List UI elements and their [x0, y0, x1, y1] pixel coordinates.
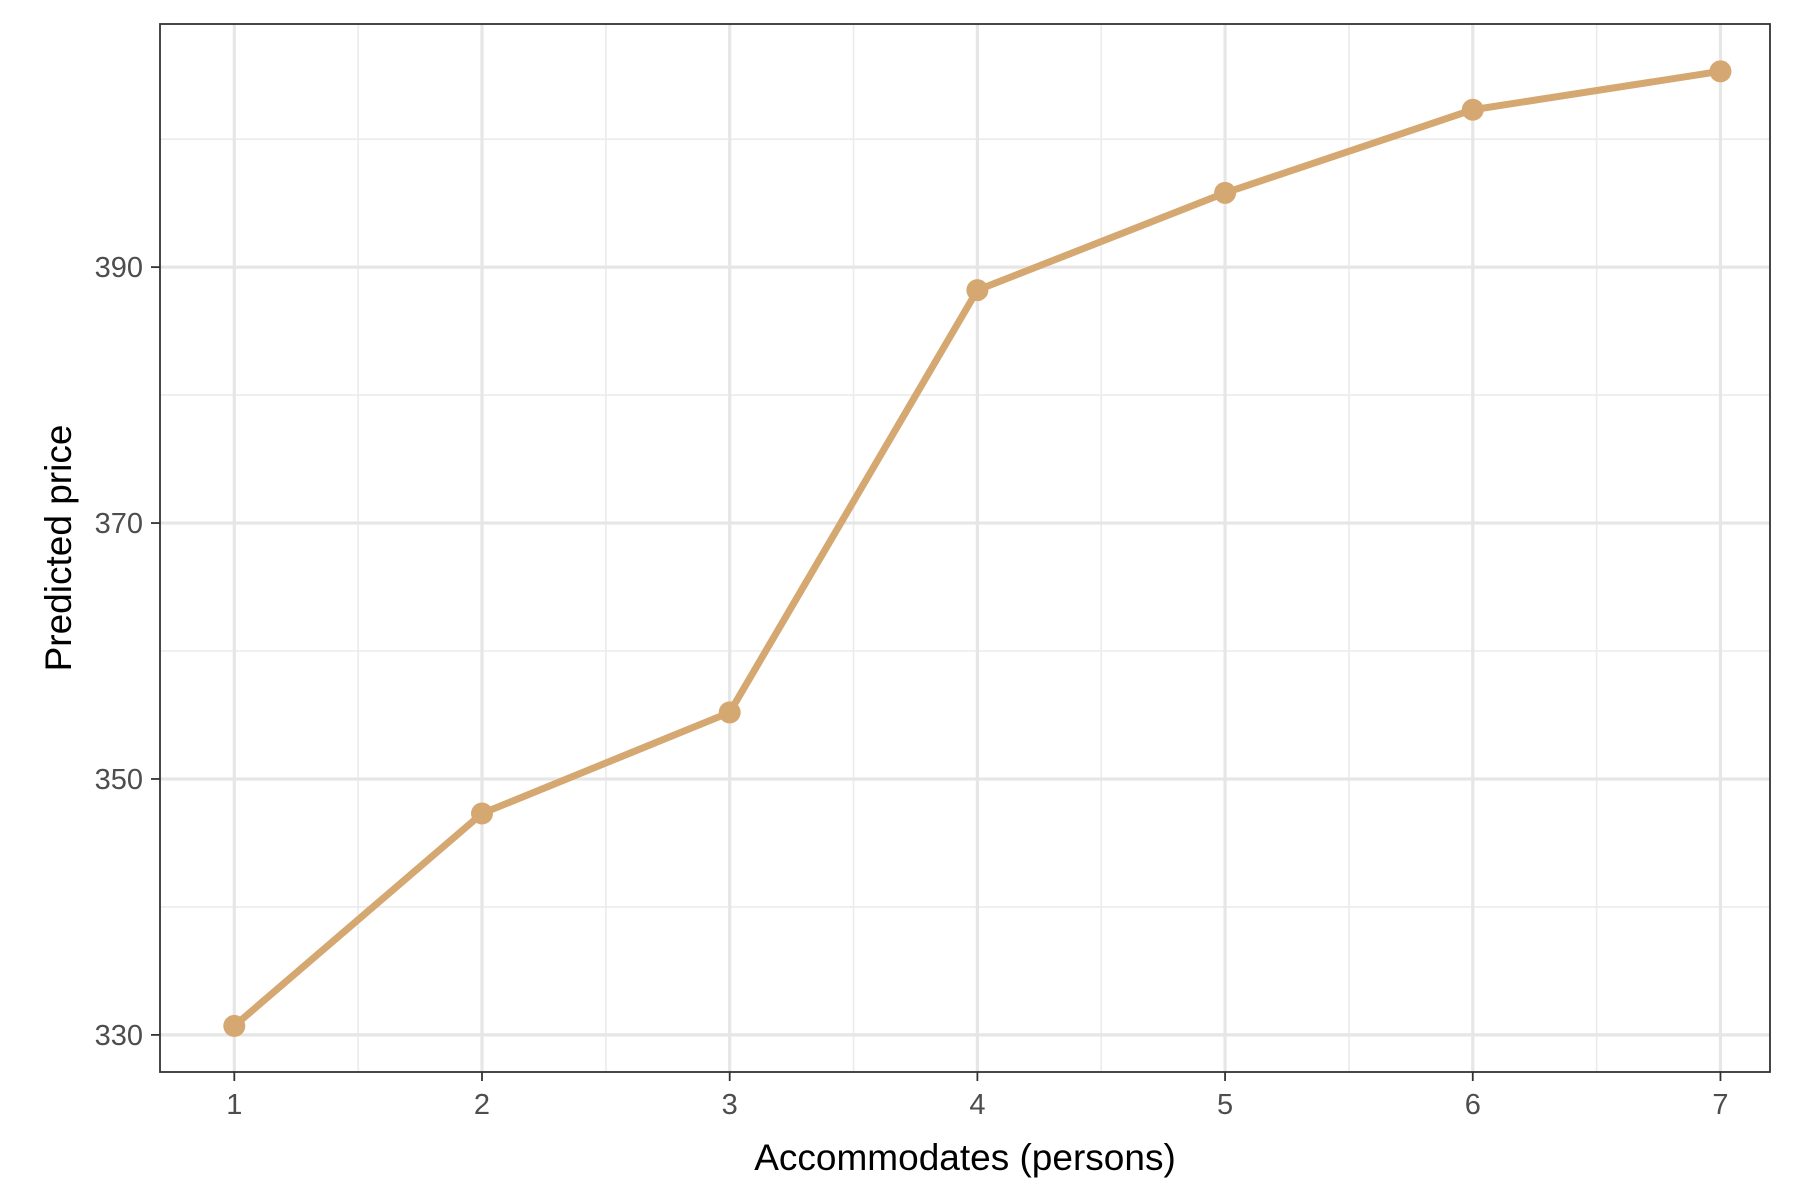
x-tick-label: 1 — [226, 1089, 242, 1121]
x-tick-label: 7 — [1712, 1089, 1728, 1121]
panel-border — [159, 23, 1771, 1073]
data-point — [1709, 60, 1732, 83]
data-point — [223, 1014, 246, 1037]
data-point — [471, 802, 493, 825]
x-axis-title: Accommodates (persons) — [754, 1137, 1176, 1178]
data-point — [966, 279, 989, 302]
data-point — [1461, 98, 1484, 121]
y-axis: 330 350 370 390 — [95, 252, 160, 1052]
y-tick-label: 350 — [95, 764, 143, 796]
x-tick-label: 2 — [474, 1089, 490, 1121]
x-axis: 1 2 3 4 5 6 7 — [226, 1072, 1729, 1121]
x-tick-label: 4 — [969, 1089, 985, 1121]
x-tick-label: 5 — [1217, 1089, 1233, 1121]
y-tick-label: 330 — [95, 1020, 143, 1052]
x-tick-label: 3 — [722, 1089, 738, 1121]
data-point — [1214, 181, 1237, 204]
y-tick-label: 390 — [95, 252, 143, 284]
y-tick-label: 370 — [95, 508, 143, 540]
y-axis-title: Predicted price — [38, 425, 79, 672]
series-layer — [223, 60, 1732, 1037]
grid-lines — [160, 24, 1770, 1072]
x-tick-label: 6 — [1465, 1089, 1481, 1121]
data-point — [718, 701, 741, 724]
